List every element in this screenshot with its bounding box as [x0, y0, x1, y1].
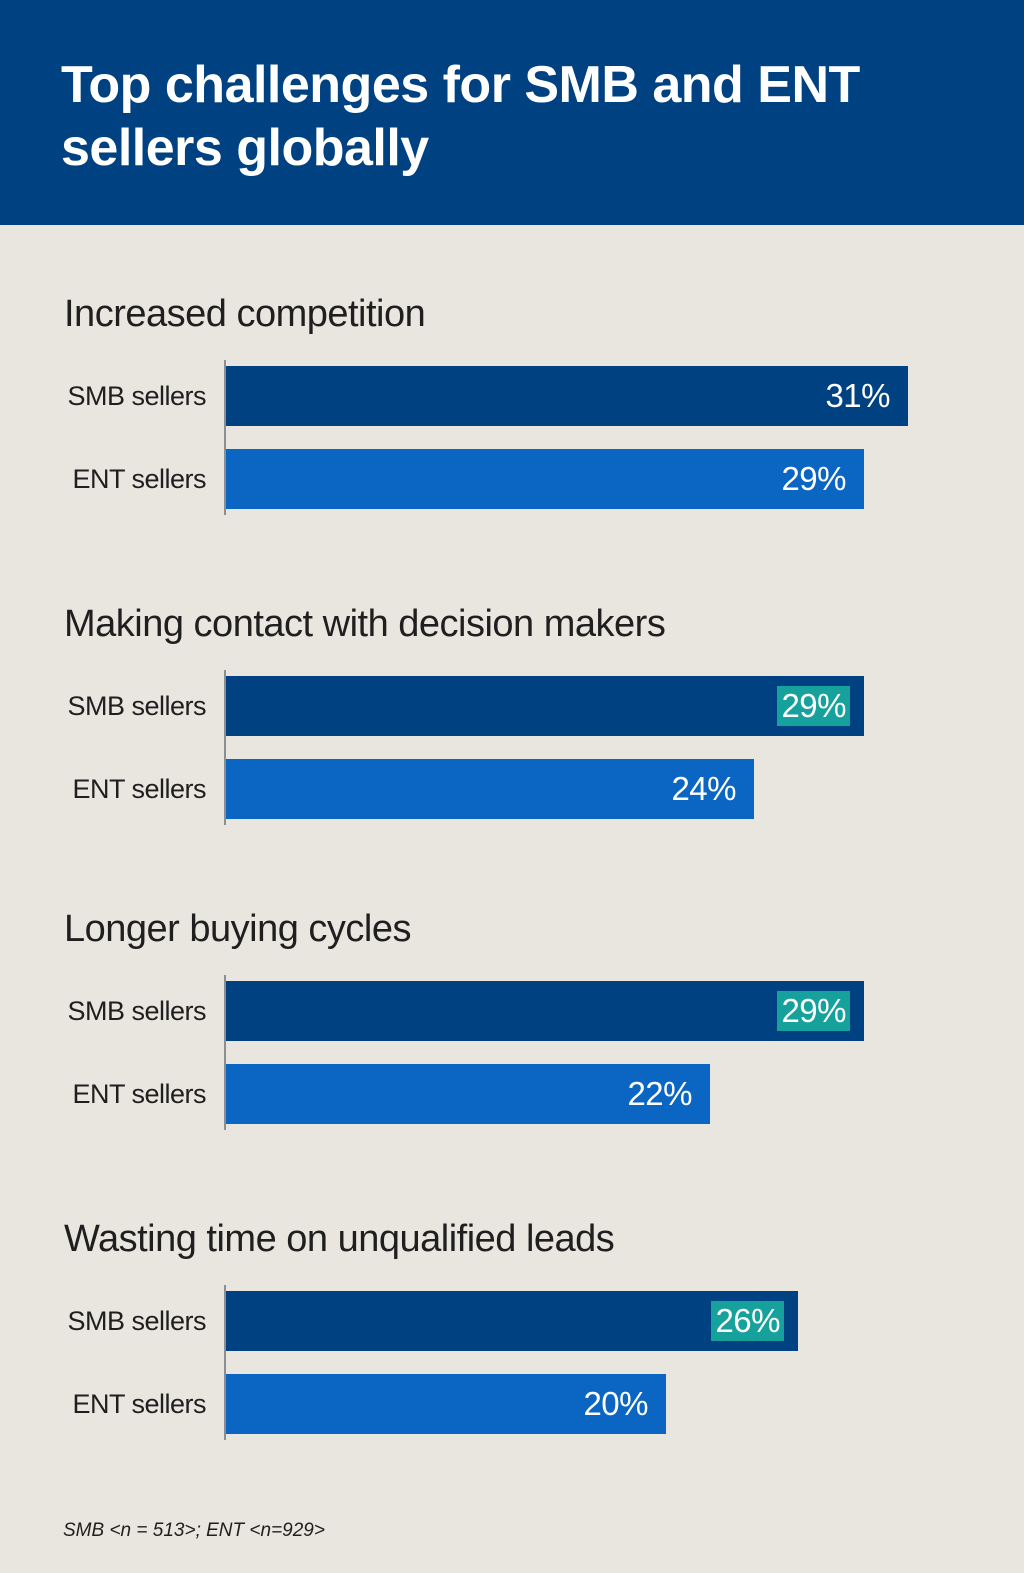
category-axis-line [224, 670, 226, 825]
group-title: Increased competition [64, 293, 426, 335]
category-axis-line [224, 1285, 226, 1440]
group-title: Making contact with decision makers [64, 603, 666, 645]
ent-bar: 24% [226, 759, 754, 819]
ent-bar: 22% [226, 1064, 710, 1124]
category-axis-line [224, 975, 226, 1130]
chart-title: Top challenges for SMB and ENT sellers g… [61, 56, 860, 177]
category-axis-line [224, 360, 226, 515]
data-value-label: 29% [777, 686, 850, 726]
header-banner: Top challenges for SMB and ENT sellers g… [0, 0, 1024, 225]
smb-bar-label: SMB sellers [67, 1306, 206, 1336]
data-value-label: 22% [627, 1075, 692, 1112]
sample-size-footnote: SMB <n = 513>; ENT <n=929> [63, 1520, 325, 1541]
smb-bar-label: SMB sellers [67, 996, 206, 1026]
data-value-label: 26% [711, 1301, 784, 1341]
data-value-label: 29% [777, 991, 850, 1031]
ent-bar-label: ENT sellers [72, 1389, 206, 1419]
data-value-label: 24% [671, 770, 736, 807]
smb-bar: 29% [226, 676, 864, 736]
ent-bar-label: ENT sellers [72, 464, 206, 494]
ent-bar-label: ENT sellers [72, 774, 206, 804]
group-title: Wasting time on unqualified leads [64, 1218, 615, 1260]
ent-bar: 20% [226, 1374, 666, 1434]
data-value-label: 29% [781, 460, 846, 497]
group-title: Longer buying cycles [64, 908, 412, 950]
ent-bar-label: ENT sellers [72, 1079, 206, 1109]
smb-bar: 29% [226, 981, 864, 1041]
ent-bar: 29% [226, 449, 864, 509]
smb-bar-label: SMB sellers [67, 691, 206, 721]
data-value-label: 20% [583, 1385, 648, 1422]
smb-bar: 31% [226, 366, 908, 426]
smb-bar: 26% [226, 1291, 798, 1351]
data-value-label: 31% [825, 377, 890, 414]
smb-bar-label: SMB sellers [67, 381, 206, 411]
